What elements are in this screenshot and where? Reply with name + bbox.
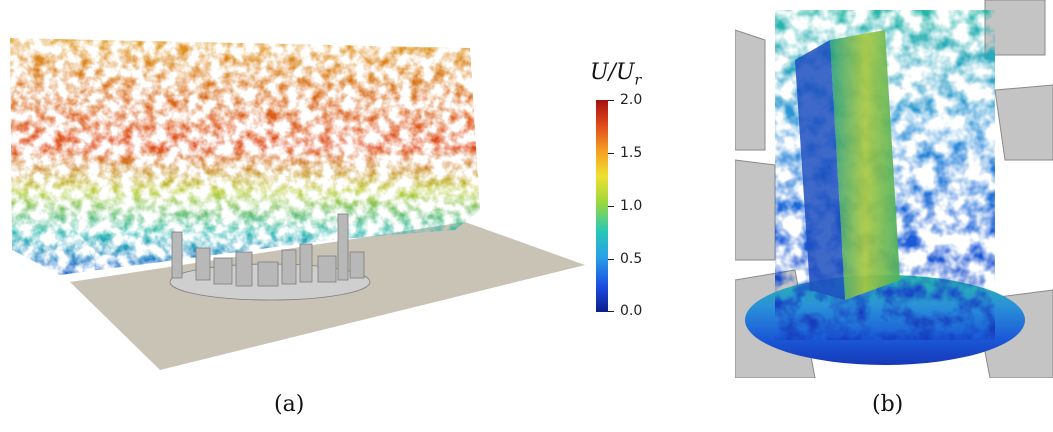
colorbar-label: 1.5	[620, 145, 643, 161]
colorbar-label: 2.0	[620, 92, 643, 108]
colorbar-tick	[608, 153, 614, 154]
vortex-field-image-a	[10, 38, 585, 370]
colorbar-tick	[608, 259, 614, 260]
figure-panel-b	[734, 0, 1053, 428]
tower-side	[795, 40, 845, 300]
caption-a: (a)	[274, 392, 305, 417]
colorbar-label: 0.0	[620, 303, 643, 319]
colorbar-label: 0.5	[620, 251, 643, 267]
colorbar-tick	[608, 100, 614, 101]
colorbar-tick	[608, 206, 614, 207]
figure-panel-a	[10, 38, 585, 370]
building-cluster	[169, 213, 371, 301]
colorbar-tick	[608, 311, 614, 312]
caption-b: (b)	[872, 392, 904, 417]
vortex-closeup-image-b	[734, 0, 1053, 379]
central-tower	[830, 30, 900, 300]
colorbar-label: 1.0	[620, 198, 643, 214]
colorbar	[596, 100, 608, 312]
colorbar-title: U/Ur	[590, 60, 642, 89]
